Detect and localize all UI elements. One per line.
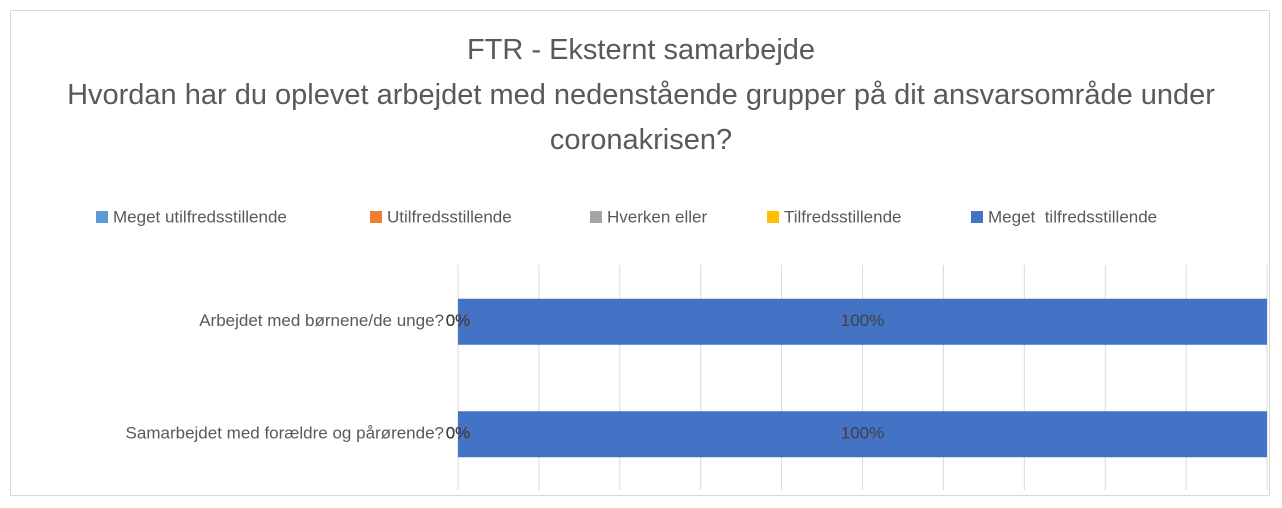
data-label: 100%	[841, 424, 884, 443]
y-tick-label: Samarbejdet med forældre og pårørende?	[126, 424, 444, 443]
data-label: 0%	[446, 311, 471, 330]
data-label: 0%	[446, 424, 471, 443]
bar-segment	[458, 298, 1267, 345]
legend-label: Utilfredsstillende	[387, 207, 512, 226]
bar-segment	[458, 411, 1267, 458]
chart-title: FTR - Eksternt samarbejde	[466, 34, 816, 66]
legend-label: Tilfredsstillende	[784, 207, 901, 226]
data-label: 0%	[446, 424, 471, 443]
data-label: 0%	[446, 311, 471, 330]
chart-subtitle: Hvordan har du oplevet arbejdet med nede…	[67, 79, 1215, 156]
chart-frame	[10, 10, 1270, 496]
data-label: 0%	[446, 424, 471, 443]
data-label: 0%	[446, 311, 471, 330]
y-tick-label: Arbejdet med børnene/de unge?	[199, 311, 444, 330]
legend-swatch	[590, 211, 602, 223]
legend-swatch	[971, 211, 983, 223]
legend-swatch	[370, 211, 382, 223]
legend-label: Meget utilfredsstillende	[113, 207, 287, 226]
legend-label: Meget tilfredsstillende	[988, 207, 1157, 226]
legend-swatch	[767, 211, 779, 223]
chart-title-block: FTR - Eksternt samarbejde Hvordan har du…	[60, 28, 1222, 163]
data-label: 0%	[446, 424, 471, 443]
legend-swatch	[96, 211, 108, 223]
legend-label: Hverken eller	[607, 207, 707, 226]
data-label: 0%	[446, 311, 471, 330]
data-label: 100%	[841, 311, 884, 330]
